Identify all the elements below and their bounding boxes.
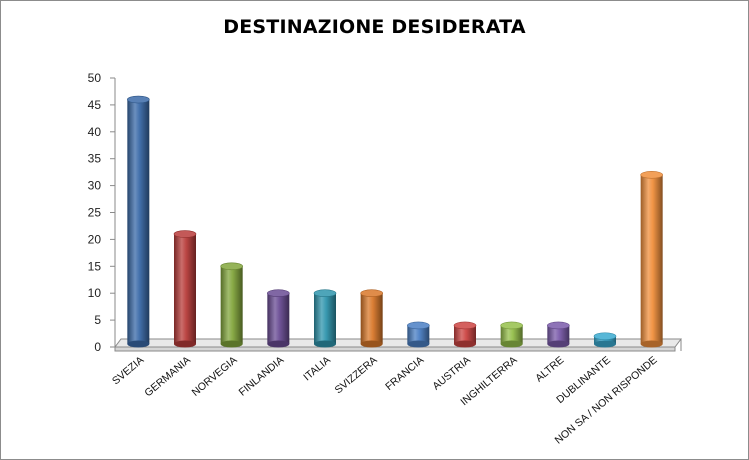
x-tick-label: SVEZIA: [110, 354, 146, 387]
bar-body: [407, 325, 430, 344]
chart-title: DESTINAZIONE DESIDERATA: [223, 16, 526, 38]
x-tick-label: FRANCIA: [383, 354, 426, 393]
bar-body: [547, 325, 570, 344]
y-tick-label: 25: [88, 206, 102, 220]
bar-top: [593, 332, 617, 341]
bar-base: [127, 340, 150, 348]
bar-body: [314, 293, 336, 344]
y-tick-label: 50: [88, 71, 102, 85]
y-tick-label: 10: [88, 286, 102, 300]
bar-base: [267, 340, 290, 348]
bar-body: [127, 99, 150, 345]
bar-base: [314, 340, 336, 348]
bar-inghilterra: [500, 321, 523, 348]
bar-germania: [173, 230, 197, 348]
bar-top: [360, 289, 383, 298]
bars: [127, 95, 663, 348]
bar-base: [500, 340, 523, 348]
bar-top: [640, 171, 663, 179]
x-tick-label: SVIZZERA: [333, 354, 380, 396]
bar-base: [547, 340, 570, 348]
y-tick-label: 45: [88, 98, 102, 112]
bar-body: [360, 293, 383, 344]
y-tick-label: 35: [88, 152, 102, 166]
bar-body: [174, 234, 196, 344]
x-tick-label: ALTRE: [533, 354, 566, 384]
x-tick-label: GERMANIA: [142, 354, 193, 399]
bar-svizzera: [360, 289, 383, 348]
bar-top: [407, 321, 430, 330]
x-tick-label: ITALIA: [301, 354, 333, 383]
bar-dublinante: [593, 332, 617, 348]
bar-body: [220, 266, 243, 344]
y-tick-label: 15: [88, 259, 102, 273]
bar-body: [454, 325, 476, 344]
bar-top: [220, 262, 243, 271]
bar-altre: [547, 321, 570, 348]
labels: 0 5 10 15 20 25 30 35 40 45 50 SVEZIAGERMANIANORVEG…: [88, 71, 660, 447]
bar-norvegia: [220, 262, 243, 348]
bar-body: [640, 174, 663, 344]
y-tick-label: 20: [88, 232, 102, 246]
bar-base: [360, 340, 383, 348]
bar-base: [174, 340, 196, 348]
bar-top: [173, 230, 197, 238]
bar-top: [500, 321, 523, 330]
chart-floor-edge: [114, 346, 676, 352]
bar-top: [267, 289, 290, 298]
bar-body: [500, 325, 523, 344]
bar-top: [127, 95, 150, 104]
bar-body: [267, 293, 290, 344]
bar-base: [220, 340, 243, 348]
bar-base: [594, 340, 616, 348]
bar-austria: [453, 321, 477, 348]
y-tick-label: 5: [94, 313, 101, 327]
bar-base: [407, 340, 430, 348]
bar-finlandia: [267, 289, 290, 348]
bar-top: [453, 321, 477, 330]
bar-base: [640, 340, 663, 348]
x-tick-label: FINLANDIA: [237, 354, 287, 398]
bar-body: [594, 336, 616, 344]
bar-francia: [407, 321, 430, 348]
y-tick-label: 30: [88, 179, 102, 193]
y-tick-label: 40: [88, 125, 102, 139]
y-tick-label: 0: [94, 340, 101, 354]
bar-svezia: [127, 95, 150, 348]
x-tick-label: AUSTRIA: [430, 354, 473, 392]
bar-non-sa-non-risponde: [640, 171, 663, 348]
bar-base: [454, 340, 476, 348]
bar-italia: [313, 289, 337, 348]
bar-top: [313, 289, 337, 298]
bar-top: [547, 321, 570, 330]
axes: [110, 77, 682, 352]
x-tick-label: NORVEGIA: [190, 354, 240, 399]
